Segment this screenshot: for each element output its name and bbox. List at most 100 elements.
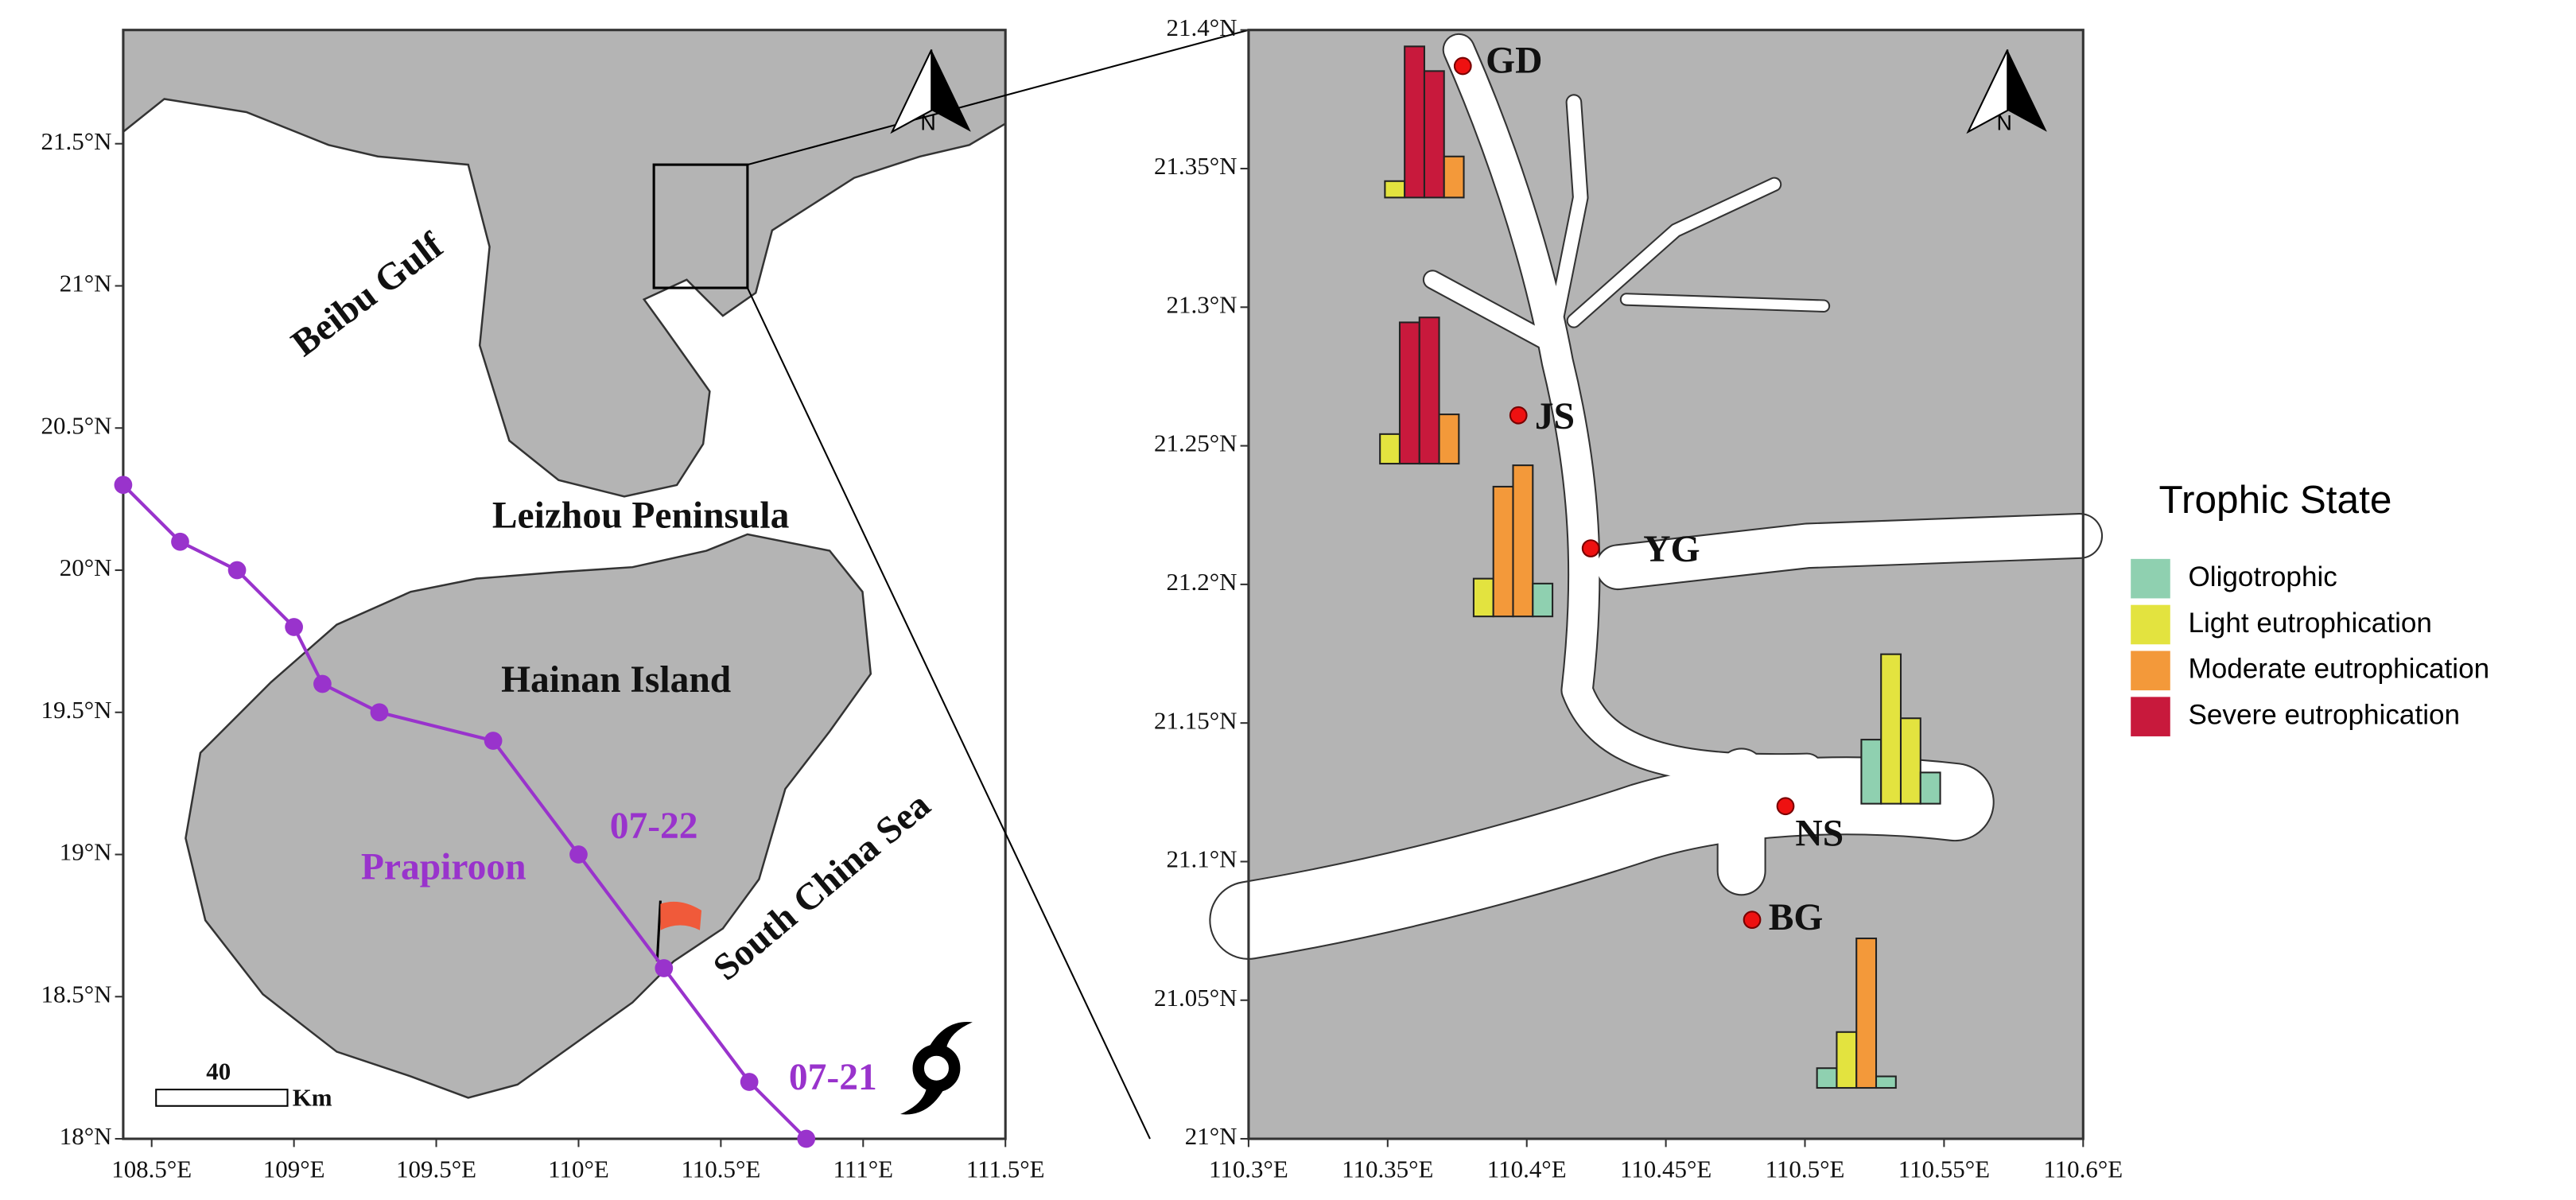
station — [1776, 797, 1795, 816]
station — [1453, 56, 1472, 76]
legend-swatch — [2131, 697, 2170, 736]
typhoon-icon — [899, 1021, 973, 1115]
trophic-bar — [1875, 1075, 1897, 1089]
x-tick-label: 110.5°E — [1766, 1155, 1845, 1183]
track-name: Prapiroon — [361, 847, 526, 888]
y-tick-label: 21.05°N — [1154, 984, 1237, 1012]
legend-label: Moderate eutrophication — [2188, 654, 2489, 685]
flag — [660, 901, 702, 930]
y-tick-label: 21.2°N — [1167, 568, 1237, 596]
x-tick-label: 110.3°E — [1209, 1155, 1288, 1183]
x-tick-label: 111.5°E — [966, 1155, 1045, 1183]
legend-swatch — [2131, 604, 2170, 645]
trophic-bar — [1836, 1031, 1858, 1089]
trophic-bar — [1816, 1067, 1838, 1089]
trophic-bar — [1379, 433, 1401, 465]
y-tick-label: 20.5°N — [41, 411, 112, 439]
estuary — [1209, 33, 2104, 960]
x-tick-label: 108.5°E — [111, 1155, 192, 1183]
y-tick-label: 21.5°N — [41, 127, 112, 155]
y-tick-label: 20°N — [60, 553, 112, 581]
y-tick-label: 21.1°N — [1167, 845, 1237, 873]
trophic-bar — [1404, 45, 1425, 199]
trophic-bar — [1492, 485, 1514, 618]
trophic-bar — [1438, 414, 1460, 465]
trophic-bar — [1398, 321, 1420, 465]
trophic-bar — [1418, 317, 1440, 465]
y-tick-label: 19°N — [60, 838, 112, 866]
station-label: NS — [1795, 813, 1844, 854]
legend-label: Oligotrophic — [2188, 561, 2337, 592]
x-tick-label: 111°E — [833, 1155, 893, 1183]
track-point — [370, 703, 389, 722]
track-point — [227, 561, 247, 580]
y-tick-label: 18°N — [60, 1122, 112, 1150]
trophic-bar — [1384, 180, 1406, 199]
flag-pole — [655, 900, 662, 962]
track-point — [114, 476, 133, 495]
trophic-bar — [1423, 70, 1445, 199]
trophic-bar — [1532, 582, 1554, 618]
left-frame — [122, 29, 1007, 1140]
inset-line — [747, 29, 1249, 166]
trophic-bar — [1512, 464, 1534, 618]
trophic-bar — [1472, 577, 1494, 618]
legend-swatch — [2131, 558, 2170, 599]
trophic-bar — [1880, 653, 1902, 805]
x-tick-label: 110.6°E — [2043, 1155, 2123, 1183]
y-tick-label: 21.35°N — [1154, 152, 1237, 180]
trophic-bar — [1855, 937, 1878, 1089]
station-label: JS — [1535, 396, 1575, 437]
station — [1743, 911, 1762, 930]
y-tick-label: 21°N — [60, 270, 112, 297]
scale-unit: Km — [293, 1084, 332, 1112]
x-tick-label: 110°E — [548, 1155, 609, 1183]
track-point — [171, 532, 189, 551]
station-label: BG — [1769, 897, 1824, 938]
y-tick-label: 21.4°N — [1167, 14, 1237, 41]
scale-label: 40 — [206, 1058, 231, 1085]
trophic-bar — [1899, 717, 1921, 805]
north-label: N — [1996, 111, 2011, 135]
date-label: 07-22 — [610, 806, 698, 847]
x-tick-label: 110.35°E — [1342, 1155, 1433, 1183]
north-arrow: N — [890, 49, 971, 135]
legend-title: Trophic State — [2159, 477, 2392, 522]
x-tick-label: 110.55°E — [1898, 1155, 1990, 1183]
y-tick-label: 21.15°N — [1154, 706, 1237, 734]
legend-label: Severe eutrophication — [2188, 699, 2460, 730]
track-point — [484, 732, 503, 750]
station — [1581, 539, 1600, 557]
x-tick-label: 110.4°E — [1487, 1155, 1567, 1183]
legend-swatch — [2131, 650, 2170, 691]
date-label: 07-21 — [789, 1057, 877, 1098]
track-point — [569, 845, 588, 864]
x-tick-label: 109.5°E — [396, 1155, 476, 1183]
y-tick-label: 19.5°N — [41, 696, 112, 724]
track-point — [797, 1129, 816, 1148]
track-point — [740, 1073, 759, 1091]
y-tick-label: 21.25°N — [1154, 429, 1237, 457]
x-tick-label: 110.5°E — [681, 1155, 760, 1183]
track-point — [655, 959, 674, 977]
station-label: YG — [1643, 529, 1700, 570]
north-label: N — [920, 111, 935, 135]
y-tick-label: 18.5°N — [41, 980, 112, 1008]
station-label: GD — [1486, 40, 1542, 81]
y-tick-label: 21.3°N — [1167, 290, 1237, 318]
inset-box — [652, 163, 749, 289]
track-point — [285, 618, 303, 636]
inset-line — [746, 287, 1151, 1140]
station — [1509, 406, 1528, 425]
track-point — [313, 674, 332, 693]
hainan — [185, 533, 872, 1099]
scale-bar — [155, 1089, 289, 1107]
y-tick-label: 21°N — [1185, 1122, 1237, 1150]
place-label: Hainan Island — [501, 659, 731, 701]
legend-label: Light eutrophication — [2188, 608, 2431, 639]
place-label: Leizhou Peninsula — [492, 495, 790, 537]
mainland — [122, 29, 1007, 498]
trophic-bar — [1443, 155, 1465, 199]
